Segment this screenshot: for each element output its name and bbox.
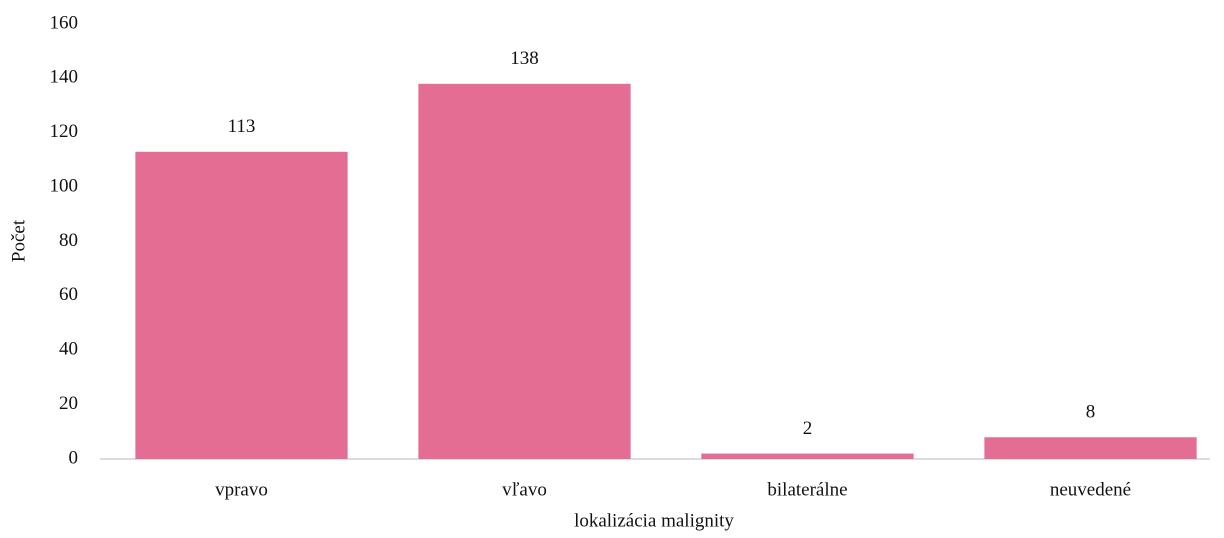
data-label: 8 (1086, 402, 1096, 423)
x-tick-label: neuvedené (1050, 479, 1131, 500)
bar (701, 453, 914, 459)
y-tick-label: 80 (59, 230, 78, 251)
bar (418, 83, 631, 459)
data-label: 113 (228, 116, 256, 137)
bar (135, 151, 348, 459)
y-tick-label: 100 (50, 175, 79, 196)
y-tick-label: 140 (50, 67, 79, 88)
data-label: 2 (803, 418, 813, 439)
y-tick-label: 60 (59, 284, 78, 305)
data-label: 138 (510, 48, 539, 69)
y-axis-label: Počet (8, 219, 29, 262)
x-axis-label: lokalizácia malignity (574, 510, 734, 531)
y-tick-label: 0 (69, 447, 79, 468)
x-tick-label: vpravo (215, 479, 268, 500)
x-tick-label: bilaterálne (767, 479, 847, 500)
x-tick-label: vľavo (502, 479, 547, 500)
y-tick-label: 160 (50, 12, 79, 33)
y-tick-label: 20 (59, 393, 78, 414)
y-tick-label: 40 (59, 339, 78, 360)
y-tick-label: 120 (50, 121, 79, 142)
bar (984, 437, 1197, 459)
